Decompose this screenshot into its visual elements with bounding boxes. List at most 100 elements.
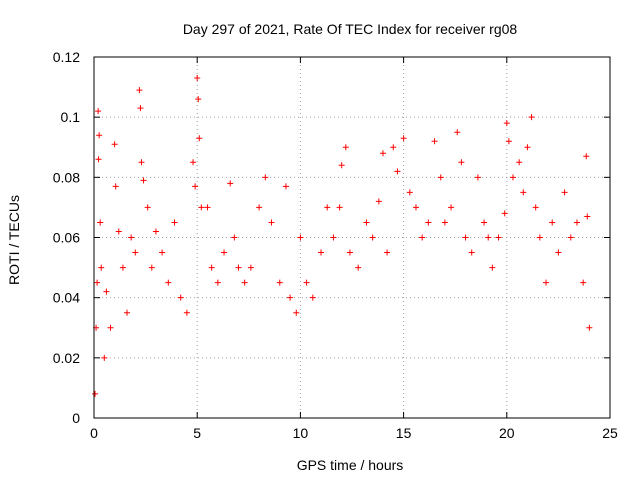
y-tick-label: 0.08	[53, 169, 80, 185]
data-point	[406, 189, 413, 196]
data-point	[586, 324, 593, 331]
data-point	[112, 183, 119, 190]
data-point	[177, 294, 184, 301]
data-point	[583, 153, 590, 160]
y-axis-ticks: 0 0.02 0.04 0.06 0.08 0.1 0.12	[53, 49, 610, 426]
data-point	[384, 249, 391, 256]
data-point	[208, 264, 215, 271]
x-tick-label: 0	[90, 425, 98, 441]
data-point	[165, 279, 172, 286]
data-point	[107, 324, 114, 331]
grid-lines	[94, 57, 610, 418]
data-point	[287, 294, 294, 301]
data-point	[324, 204, 331, 211]
data-point	[241, 279, 248, 286]
data-point	[119, 264, 126, 271]
data-point	[303, 279, 310, 286]
data-point	[111, 141, 118, 148]
data-point	[159, 249, 166, 256]
data-point	[293, 309, 300, 316]
data-point	[103, 288, 110, 295]
data-point	[375, 198, 382, 205]
data-point	[152, 228, 159, 235]
data-point	[198, 204, 205, 211]
data-point	[268, 219, 275, 226]
data-point	[379, 150, 386, 157]
x-tick-label: 20	[499, 425, 515, 441]
data-point	[148, 264, 155, 271]
data-point	[132, 249, 139, 256]
data-point	[95, 156, 102, 163]
data-point	[543, 279, 550, 286]
data-point	[390, 144, 397, 151]
data-point	[400, 135, 407, 142]
data-point	[454, 129, 461, 136]
data-point	[448, 204, 455, 211]
data-point	[532, 204, 539, 211]
data-points	[92, 75, 593, 397]
data-point	[549, 219, 556, 226]
data-point	[115, 228, 122, 235]
data-point	[94, 279, 101, 286]
data-point	[276, 279, 283, 286]
data-point	[528, 114, 535, 121]
data-point	[419, 234, 426, 241]
data-point	[555, 249, 562, 256]
data-point	[495, 234, 502, 241]
data-point	[462, 234, 469, 241]
x-tick-label: 25	[602, 425, 618, 441]
data-point	[196, 135, 203, 142]
data-point	[342, 144, 349, 151]
data-point	[136, 87, 143, 94]
x-tick-label: 15	[396, 425, 412, 441]
data-point	[458, 159, 465, 166]
data-point	[95, 108, 102, 115]
data-point	[330, 234, 337, 241]
y-tick-label: 0.02	[53, 350, 80, 366]
data-point	[425, 219, 432, 226]
data-point	[431, 138, 438, 145]
y-tick-label: 0.1	[61, 109, 81, 125]
data-point	[567, 234, 574, 241]
plot-frame	[93, 56, 611, 419]
data-point	[214, 279, 221, 286]
data-point	[256, 204, 263, 211]
data-point	[584, 213, 591, 220]
data-point	[441, 219, 448, 226]
data-point	[247, 264, 254, 271]
data-point	[204, 204, 211, 211]
y-tick-label: 0.12	[53, 49, 80, 65]
data-point	[318, 249, 325, 256]
data-point	[520, 189, 527, 196]
data-point	[509, 174, 516, 181]
data-point	[346, 249, 353, 256]
data-point	[474, 174, 481, 181]
data-point	[140, 177, 147, 184]
data-point	[97, 219, 104, 226]
data-point	[138, 159, 145, 166]
data-point	[309, 294, 316, 301]
x-axis-ticks: 0 5 10 15 20 25	[90, 57, 618, 441]
data-point	[503, 120, 510, 127]
data-point	[221, 249, 228, 256]
data-point	[171, 219, 178, 226]
y-tick-label: 0.06	[53, 230, 80, 246]
data-point	[144, 204, 151, 211]
data-point	[524, 144, 531, 151]
data-point	[190, 159, 197, 166]
data-point	[297, 234, 304, 241]
data-point	[194, 75, 201, 82]
data-point	[92, 390, 99, 397]
chart-title: Day 297 of 2021, Rate Of TEC Index for r…	[183, 21, 518, 37]
data-point	[336, 204, 343, 211]
data-point	[580, 279, 587, 286]
y-tick-label: 0.04	[53, 290, 80, 306]
data-point	[481, 219, 488, 226]
data-point	[468, 249, 475, 256]
data-point	[338, 162, 345, 169]
data-point	[505, 138, 512, 145]
data-point	[128, 234, 135, 241]
x-axis-label: GPS time / hours	[297, 457, 404, 473]
data-point	[437, 174, 444, 181]
data-point	[282, 183, 289, 190]
